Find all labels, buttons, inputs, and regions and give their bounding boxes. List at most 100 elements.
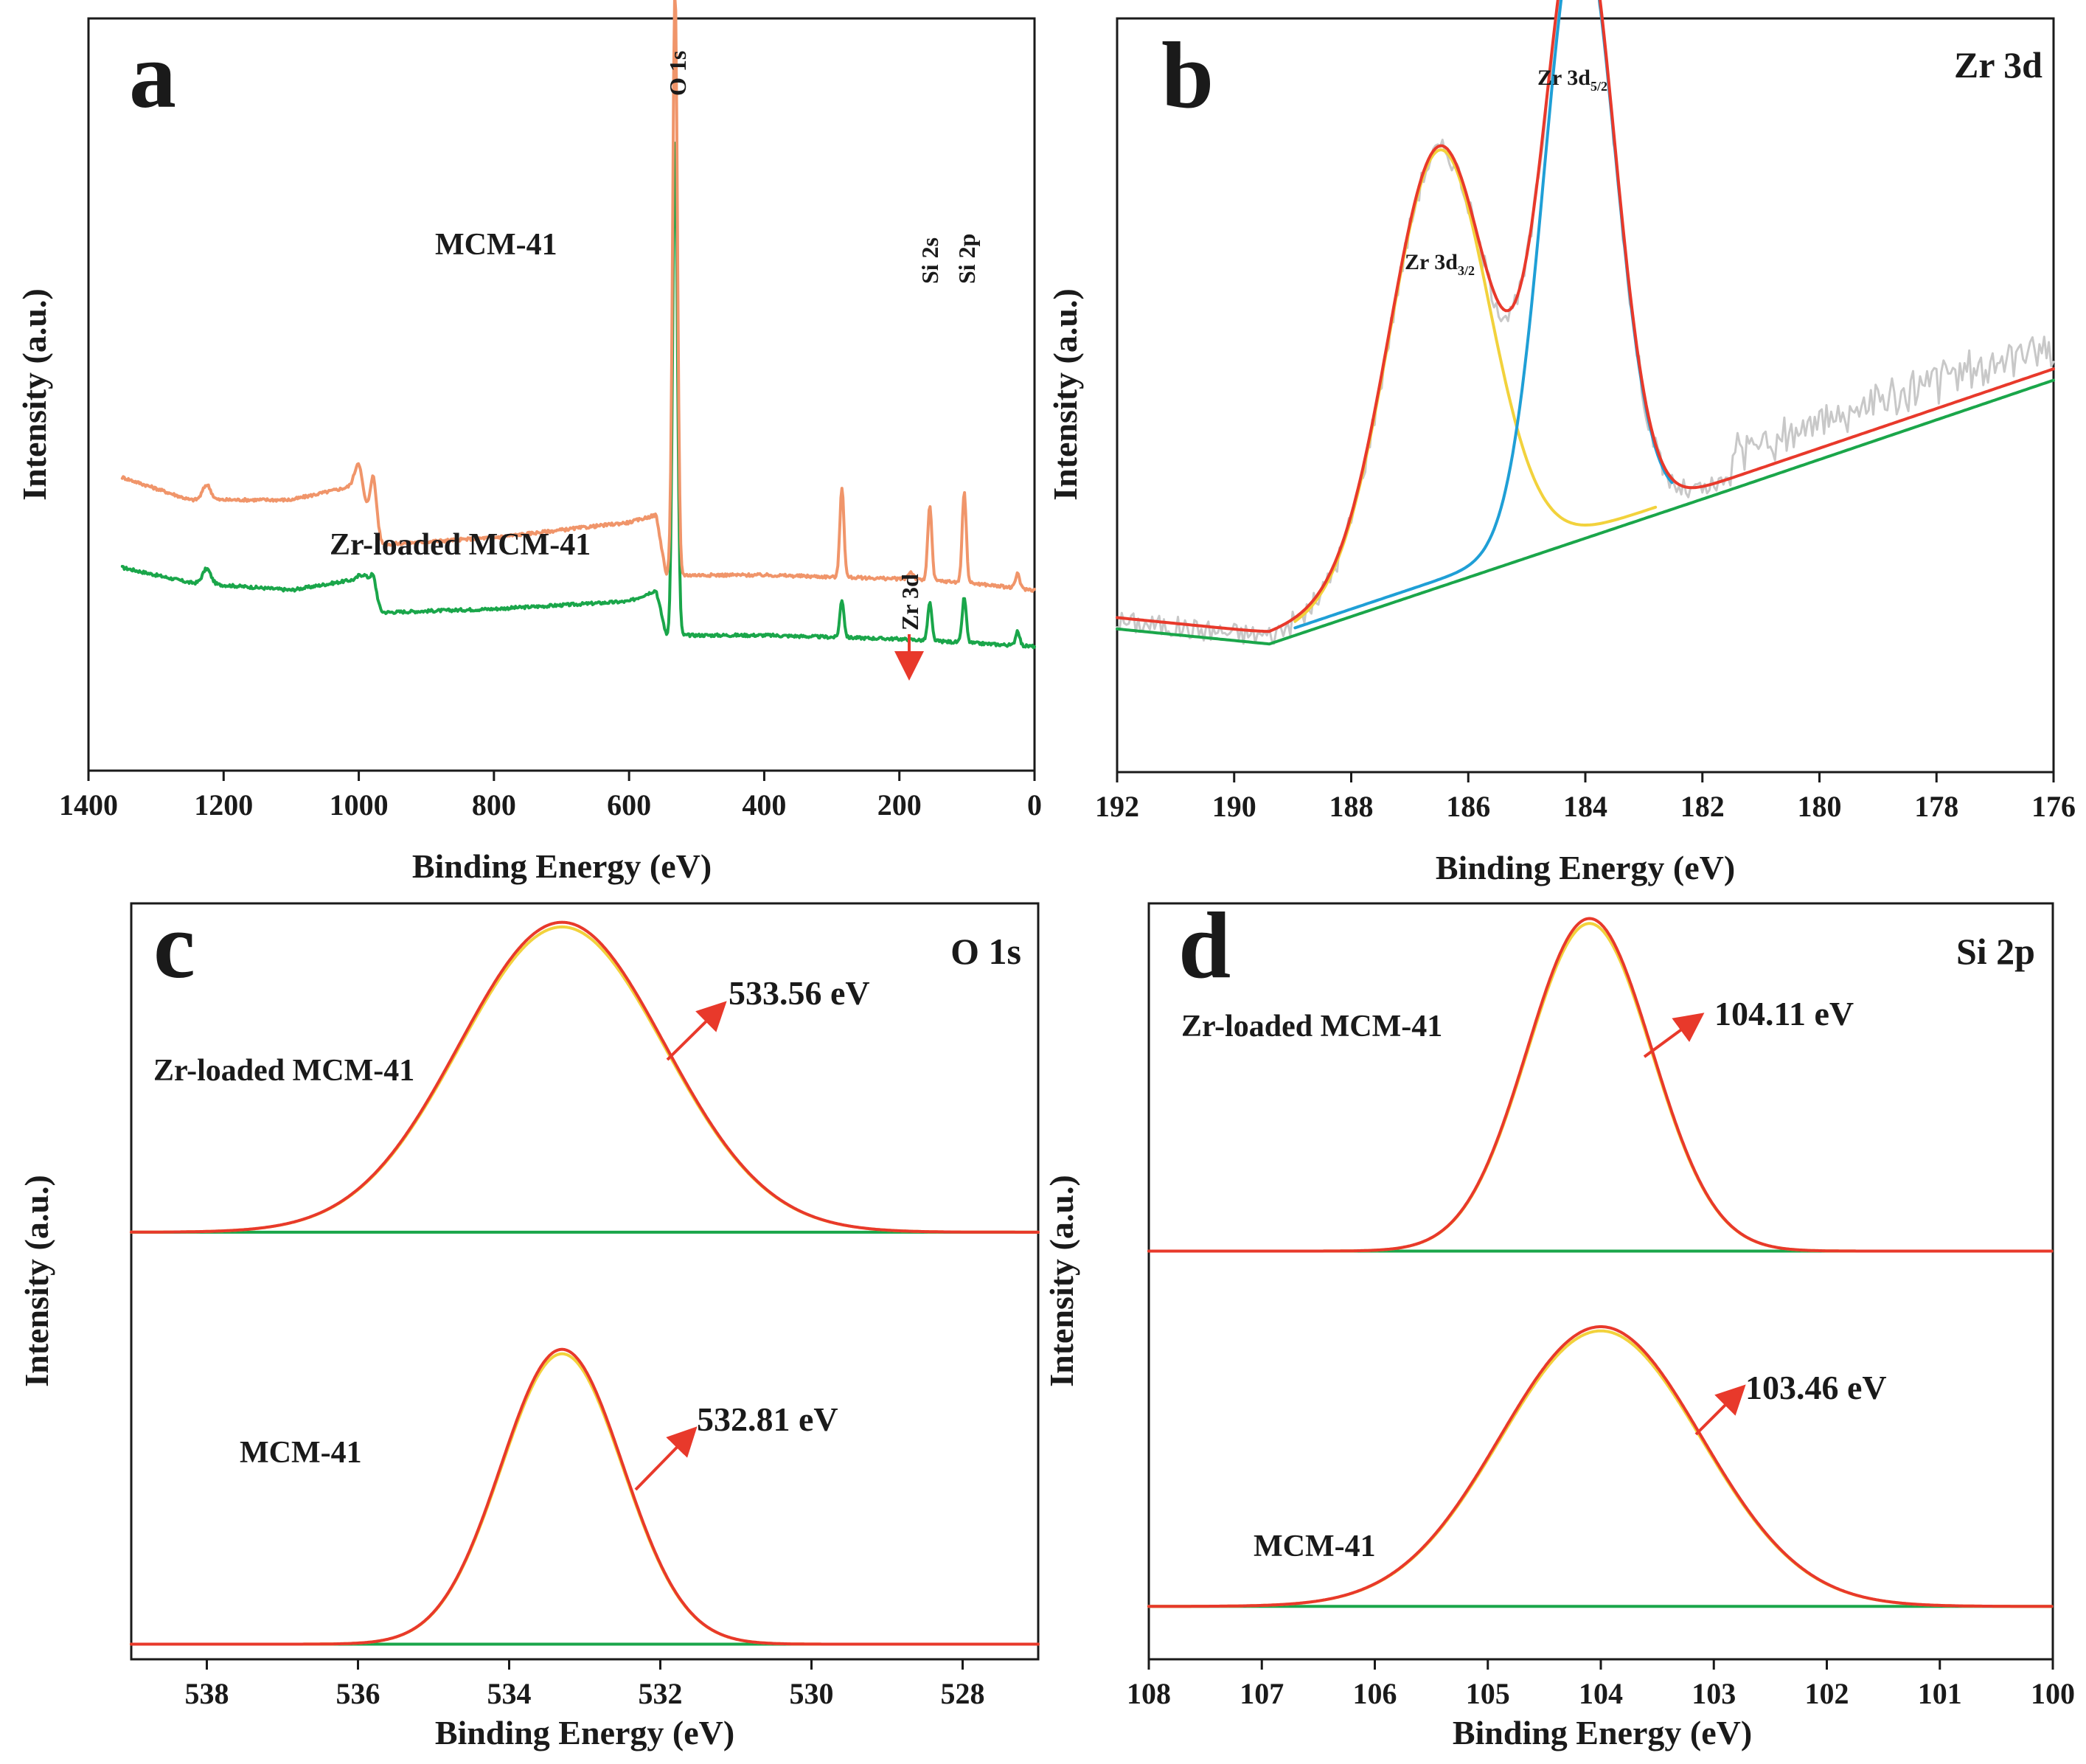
panel-c-mcm41-label: MCM-41 bbox=[240, 1436, 362, 1470]
panel-c-x-tick-label: 536 bbox=[336, 1677, 380, 1710]
panel-d-x-axis-title: Binding Energy (eV) bbox=[1453, 1714, 1752, 1751]
panel-c-plot-area bbox=[130, 920, 1040, 1646]
panel-c-top-peak-arrow bbox=[666, 1001, 727, 1061]
panel-d-y-axis-title: Intensity (a.u.) bbox=[1043, 1175, 1080, 1387]
panel-d-x-tick-label: 104 bbox=[1579, 1677, 1623, 1710]
panel-c-mcm41-fit-line bbox=[130, 1347, 1040, 1646]
panel-d-plot-area bbox=[1147, 917, 2054, 1608]
panel-b-x-tick-label: 186 bbox=[1446, 790, 1490, 823]
panel-d-top-peak-arrow bbox=[1643, 1013, 1705, 1058]
panel-b-title: Zr 3d bbox=[1954, 44, 2042, 86]
panel-a-x-tick-label: 200 bbox=[877, 788, 922, 822]
panel-b-background-line bbox=[1116, 378, 2055, 646]
panel-d-x-tick-label: 101 bbox=[1918, 1677, 1962, 1710]
panel-b-x-tick-label: 188 bbox=[1329, 790, 1374, 823]
panel-c-y-axis-title: Intensity (a.u.) bbox=[18, 1175, 55, 1387]
panel-c-top-peak-label: 533.56 eV bbox=[729, 974, 870, 1012]
panel-b-letter: b bbox=[1161, 23, 1214, 128]
panel-d-x-tick-label: 100 bbox=[2031, 1677, 2075, 1710]
panel-d-zr-mcm41-label: Zr-loaded MCM-41 bbox=[1181, 1010, 1442, 1044]
panel-c-x-tick-label: 534 bbox=[487, 1677, 532, 1710]
panel-d-x-tick-label: 102 bbox=[1805, 1677, 1849, 1710]
panel-c-frame bbox=[130, 902, 1040, 1661]
panel-b-peak-3d52-main: Zr 3d bbox=[1537, 66, 1590, 90]
panel-d-x-tick-label: 107 bbox=[1240, 1677, 1284, 1710]
panel-c-letter: c bbox=[153, 893, 195, 998]
panel-c-mcm41-component-line bbox=[130, 1352, 1040, 1646]
panel-d-zr-mcm41-component-line bbox=[1147, 922, 2054, 1253]
panel-b-x-tick-label: 190 bbox=[1212, 790, 1256, 823]
panel-b-zr3d32-component-line bbox=[1293, 148, 1658, 623]
panel-a-mcm41-label: MCM-41 bbox=[435, 228, 557, 262]
panel-c-zr-mcm41-fit-line bbox=[130, 920, 1040, 1234]
panel-a-si2p-annotation: Si 2p bbox=[953, 234, 980, 284]
panel-c-zr-mcm41-label: Zr-loaded MCM-41 bbox=[153, 1054, 414, 1088]
panel-d-x-tick-label: 108 bbox=[1127, 1677, 1171, 1710]
panel-d-mcm41-label: MCM-41 bbox=[1254, 1529, 1376, 1563]
panel-b-peak-3d32-sub: 3/2 bbox=[1458, 263, 1475, 278]
panel-a-x-axis-title: Binding Energy (eV) bbox=[412, 847, 712, 885]
panel-b-zr3d52-component-line bbox=[1293, 0, 1674, 630]
panel-a-y-axis-title: Intensity (a.u.) bbox=[15, 288, 53, 501]
panel-d-x-tick-label: 106 bbox=[1353, 1677, 1397, 1710]
panel-a-series-mcm41-line bbox=[120, 142, 1036, 650]
panel-b-peak-3d52-label: Zr 3d5/2 bbox=[1537, 66, 1607, 94]
panel-b-x-tick-label: 182 bbox=[1680, 790, 1725, 823]
panel-a-plot-area bbox=[120, 0, 1036, 650]
panel-a-series-zr-mcm41-line bbox=[120, 0, 1036, 593]
panel-b-y-axis-title: Intensity (a.u.) bbox=[1046, 288, 1084, 501]
panel-d-si2p-spectrum: 108 107 106 105 104 103 102 101 100 d Si 2p Zr-l… bbox=[1043, 893, 2075, 1751]
panel-b-envelope-fit-line bbox=[1116, 0, 2055, 633]
panel-a-zr-mcm41-label: Zr-loaded MCM-41 bbox=[330, 528, 591, 562]
panel-d-bottom-peak-label: 103.46 eV bbox=[1745, 1369, 1887, 1406]
panel-b-x-axis-title: Binding Energy (eV) bbox=[1436, 849, 1735, 886]
panel-a-x-tick-label: 1400 bbox=[59, 788, 118, 822]
panel-d-mcm41-component-line bbox=[1147, 1329, 2054, 1608]
panel-b-x-tick-label: 178 bbox=[1914, 790, 1958, 823]
panel-c-o1s-spectrum: 538 536 534 532 530 528 c O 1s Zr-loaded MCM-… bbox=[18, 893, 1040, 1751]
panel-a-x-tick-label: 400 bbox=[742, 788, 786, 822]
panel-d-mcm41-fit-line bbox=[1147, 1325, 2054, 1608]
panel-c-x-tick-label: 528 bbox=[941, 1677, 985, 1710]
panel-b-peak-3d32-main: Zr 3d bbox=[1405, 250, 1458, 274]
panel-a-o1s-annotation: O 1s bbox=[664, 51, 691, 96]
panel-d-top-peak-label: 104.11 eV bbox=[1714, 995, 1854, 1032]
panel-c-title: O 1s bbox=[950, 931, 1021, 972]
panel-b-plot-area bbox=[1116, 0, 2055, 646]
panel-c-bottom-peak-label: 532.81 eV bbox=[697, 1400, 838, 1438]
panel-b-peak-3d32-label: Zr 3d3/2 bbox=[1405, 250, 1475, 278]
panel-b-x-tick-label: 176 bbox=[2031, 790, 2076, 823]
panel-b-x-tick-label: 192 bbox=[1095, 790, 1139, 823]
panel-d-zr-mcm41-fit-line bbox=[1147, 917, 2054, 1253]
panel-a-x-tick-label: 800 bbox=[472, 788, 516, 822]
panel-b-zr3d-spectrum: 192 190 188 186 184 182 180 178 176 b Zr 3d Zr 3… bbox=[1046, 0, 2076, 886]
panel-a-x-tick-label: 1000 bbox=[330, 788, 389, 822]
panel-a-zr3d-annotation: Zr 3d bbox=[897, 574, 923, 631]
panel-a-x-tick-label: 1200 bbox=[194, 788, 253, 822]
panel-c-x-ticks: 538 536 534 532 530 528 bbox=[185, 1659, 985, 1710]
panel-b-x-ticks: 192 190 188 186 184 182 180 178 176 bbox=[1095, 772, 2076, 823]
panel-c-x-tick-label: 538 bbox=[185, 1677, 229, 1710]
panel-d-bottom-peak-arrow bbox=[1694, 1384, 1746, 1436]
panel-c-x-tick-label: 530 bbox=[790, 1677, 834, 1710]
panel-a-x-ticks: 1400 1200 1000 800 600 400 200 0 bbox=[59, 771, 1042, 822]
panel-a-letter: a bbox=[129, 23, 176, 128]
panel-d-title: Si 2p bbox=[1956, 931, 2035, 972]
panel-d-x-tick-label: 103 bbox=[1692, 1677, 1736, 1710]
panel-b-x-tick-label: 184 bbox=[1563, 790, 1607, 823]
panel-a-frame bbox=[87, 17, 1036, 772]
panel-d-x-tick-label: 105 bbox=[1466, 1677, 1510, 1710]
panel-c-x-axis-title: Binding Energy (eV) bbox=[435, 1714, 734, 1751]
panel-a-si2s-annotation: Si 2s bbox=[917, 237, 943, 284]
panel-a-x-tick-label: 0 bbox=[1027, 788, 1042, 822]
panel-d-x-ticks: 108 107 106 105 104 103 102 101 100 bbox=[1127, 1659, 2075, 1710]
panel-b-x-tick-label: 180 bbox=[1798, 790, 1842, 823]
panel-b-frame bbox=[1116, 17, 2055, 774]
panel-c-x-tick-label: 532 bbox=[639, 1677, 683, 1710]
panel-b-peak-3d52-sub: 5/2 bbox=[1590, 79, 1607, 94]
panel-d-letter: d bbox=[1178, 893, 1231, 998]
panel-c-bottom-peak-arrow bbox=[634, 1426, 698, 1491]
panel-a-x-tick-label: 600 bbox=[607, 788, 651, 822]
panel-b-raw-data-line bbox=[1116, 0, 2055, 645]
